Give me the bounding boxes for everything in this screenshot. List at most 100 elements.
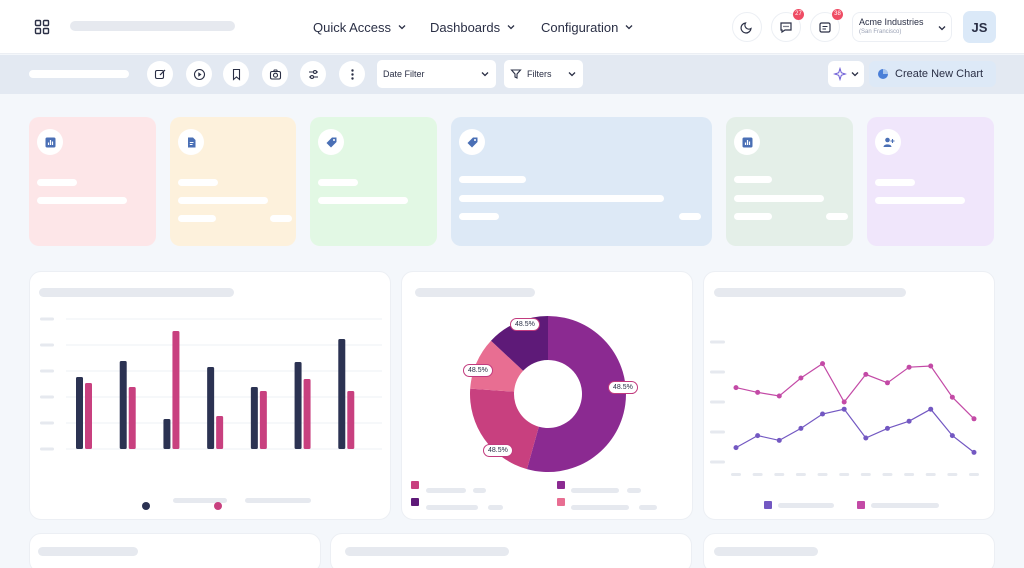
donut-data-label: 48.5% (608, 381, 638, 394)
y-tick-placeholder (40, 369, 54, 373)
stat-card[interactable] (726, 117, 853, 246)
user-avatar[interactable]: JS (963, 11, 996, 43)
ai-assist-button[interactable] (828, 61, 864, 87)
data-point (884, 380, 890, 386)
stat-card[interactable] (170, 117, 296, 246)
y-tick-placeholder (710, 340, 725, 344)
company-name: Acme Industries (859, 17, 924, 27)
nav-dashboards[interactable]: Dashboards (430, 0, 516, 54)
apps-grid-icon[interactable] (28, 13, 56, 41)
more-options-button[interactable] (339, 61, 365, 87)
stat-card[interactable] (310, 117, 437, 246)
stat-card[interactable] (867, 117, 994, 246)
bar (172, 331, 180, 449)
x-tick-placeholder (904, 473, 915, 476)
bar-chart-icon (37, 129, 63, 155)
bar (303, 379, 311, 449)
stat-placeholder (178, 179, 218, 186)
stat-placeholder (270, 215, 292, 222)
data-point (776, 393, 782, 399)
date-filter-label: Date Filter (383, 69, 425, 79)
pie-chart-icon (878, 69, 888, 79)
bar-chart-icon (734, 129, 760, 155)
x-tick-placeholder (817, 473, 828, 476)
data-point (928, 363, 934, 369)
legend-swatch (557, 481, 565, 489)
calendar-icon (819, 22, 831, 33)
stat-placeholder (734, 213, 772, 220)
stat-card[interactable] (451, 117, 712, 246)
play-button[interactable] (186, 61, 212, 87)
stat-placeholder (734, 176, 772, 183)
data-point (884, 425, 890, 431)
top-header: Quick Access Dashboards Configuration 27… (0, 0, 1024, 54)
data-point (820, 411, 826, 417)
sliders-icon (308, 69, 318, 79)
date-filter-select[interactable]: Date Filter (377, 60, 496, 88)
donut-data-label: 48.5% (463, 364, 493, 377)
stat-placeholder (459, 213, 499, 220)
messages-button[interactable]: 27 (771, 9, 804, 42)
stat-placeholder (318, 197, 408, 204)
bookmark-button[interactable] (223, 61, 249, 87)
stat-placeholder (459, 176, 526, 183)
bar (294, 362, 302, 449)
bottom-panel (703, 533, 995, 568)
data-point (733, 385, 739, 391)
donut-slice (470, 340, 524, 392)
filter-icon (510, 69, 522, 79)
legend-label-placeholder (778, 503, 834, 508)
data-point (776, 437, 782, 443)
donut-data-label: 48.5% (483, 444, 513, 457)
chat-bubble-icon (780, 22, 792, 34)
donut-slice (470, 388, 539, 470)
create-new-chart-button[interactable]: Create New Chart (869, 61, 996, 87)
legend-dot (214, 502, 222, 510)
data-point (841, 399, 847, 405)
x-tick-placeholder (774, 473, 785, 476)
data-point (798, 375, 804, 381)
bar (250, 387, 258, 449)
panel-title-placeholder (415, 288, 535, 297)
y-tick-placeholder (710, 430, 725, 434)
data-point (928, 406, 934, 412)
panel-title-placeholder (345, 547, 509, 556)
x-tick-placeholder (839, 473, 850, 476)
camera-icon (269, 68, 281, 80)
nav-dashboards-label: Dashboards (430, 19, 501, 35)
chevron-down-icon (568, 72, 576, 77)
x-tick-placeholder (731, 473, 741, 476)
x-tick-placeholder (752, 473, 763, 476)
stat-placeholder (734, 195, 824, 202)
stat-placeholder (178, 197, 268, 204)
panel-title-placeholder (39, 288, 234, 297)
data-point (863, 371, 869, 377)
bar (259, 391, 267, 449)
company-selector[interactable]: Acme Industries (San Francisco) (852, 12, 952, 42)
bar (119, 361, 127, 449)
play-icon (193, 68, 205, 80)
calendar-button[interactable]: 38 (810, 9, 843, 42)
camera-button[interactable] (262, 61, 288, 87)
chevron-down-icon (398, 25, 406, 30)
bar (128, 387, 136, 449)
legend-label-placeholder (639, 505, 657, 510)
legend-swatch (411, 481, 419, 489)
add-user-icon (875, 129, 901, 155)
legend-label-placeholder (473, 488, 486, 493)
legend-label-placeholder (426, 488, 466, 493)
bar (76, 377, 83, 449)
nav-configuration[interactable]: Configuration (541, 0, 634, 54)
series-line (735, 408, 975, 453)
stat-card[interactable] (29, 117, 156, 246)
theme-toggle-button[interactable] (732, 12, 762, 42)
nav-quick-access[interactable]: Quick Access (313, 0, 407, 54)
bar (85, 383, 92, 449)
adjust-button[interactable] (300, 61, 326, 87)
filters-select[interactable]: Filters (504, 60, 583, 88)
stat-placeholder (875, 179, 915, 186)
panel-title-placeholder (38, 547, 138, 556)
edit-button[interactable] (147, 61, 173, 87)
y-tick-placeholder (710, 400, 725, 404)
data-point (949, 394, 955, 400)
